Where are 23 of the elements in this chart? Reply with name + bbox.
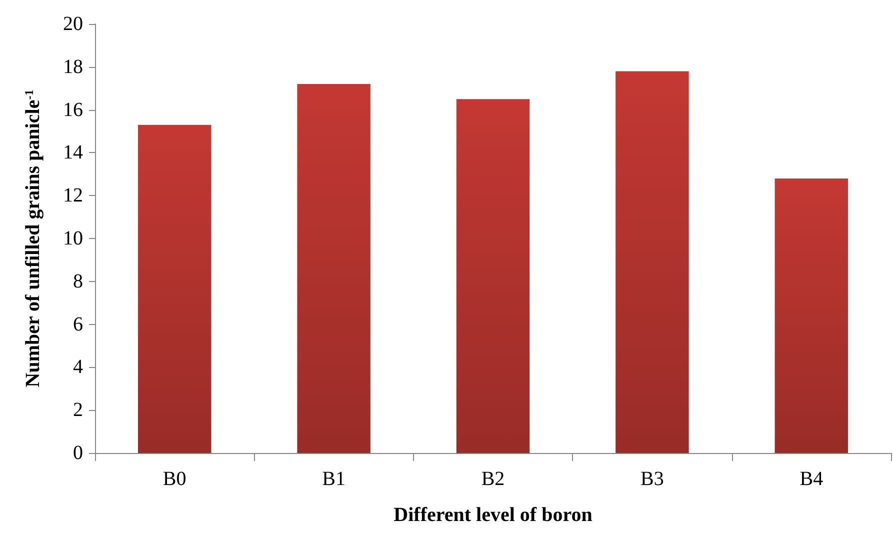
y-tick-label: 4: [73, 356, 83, 378]
y-tick-label: 14: [63, 142, 83, 164]
bar: [297, 84, 370, 453]
y-tick-label: 20: [63, 13, 83, 35]
x-tick-label: B2: [481, 468, 505, 490]
bar: [616, 71, 689, 453]
x-tick-label: B0: [162, 468, 186, 490]
y-tick-label: 0: [73, 442, 83, 464]
y-tick-label: 16: [63, 98, 83, 121]
x-tick-label: B4: [800, 468, 824, 490]
y-tick-label: 12: [63, 184, 83, 207]
y-tick-label: 8: [73, 270, 83, 292]
x-axis-title: Different level of boron: [394, 504, 592, 526]
y-tick-label: 2: [73, 399, 83, 422]
y-axis-title: Number of unfilled grains panicle-1: [22, 90, 44, 388]
bar: [456, 99, 530, 453]
y-tick-label: 6: [73, 313, 83, 336]
y-tick-label: 18: [63, 56, 83, 78]
bar: [138, 124, 212, 453]
x-tick-label: B1: [322, 468, 346, 490]
x-tick-label: B3: [640, 468, 664, 490]
bar: [774, 178, 848, 453]
y-tick-label: 10: [63, 228, 83, 250]
